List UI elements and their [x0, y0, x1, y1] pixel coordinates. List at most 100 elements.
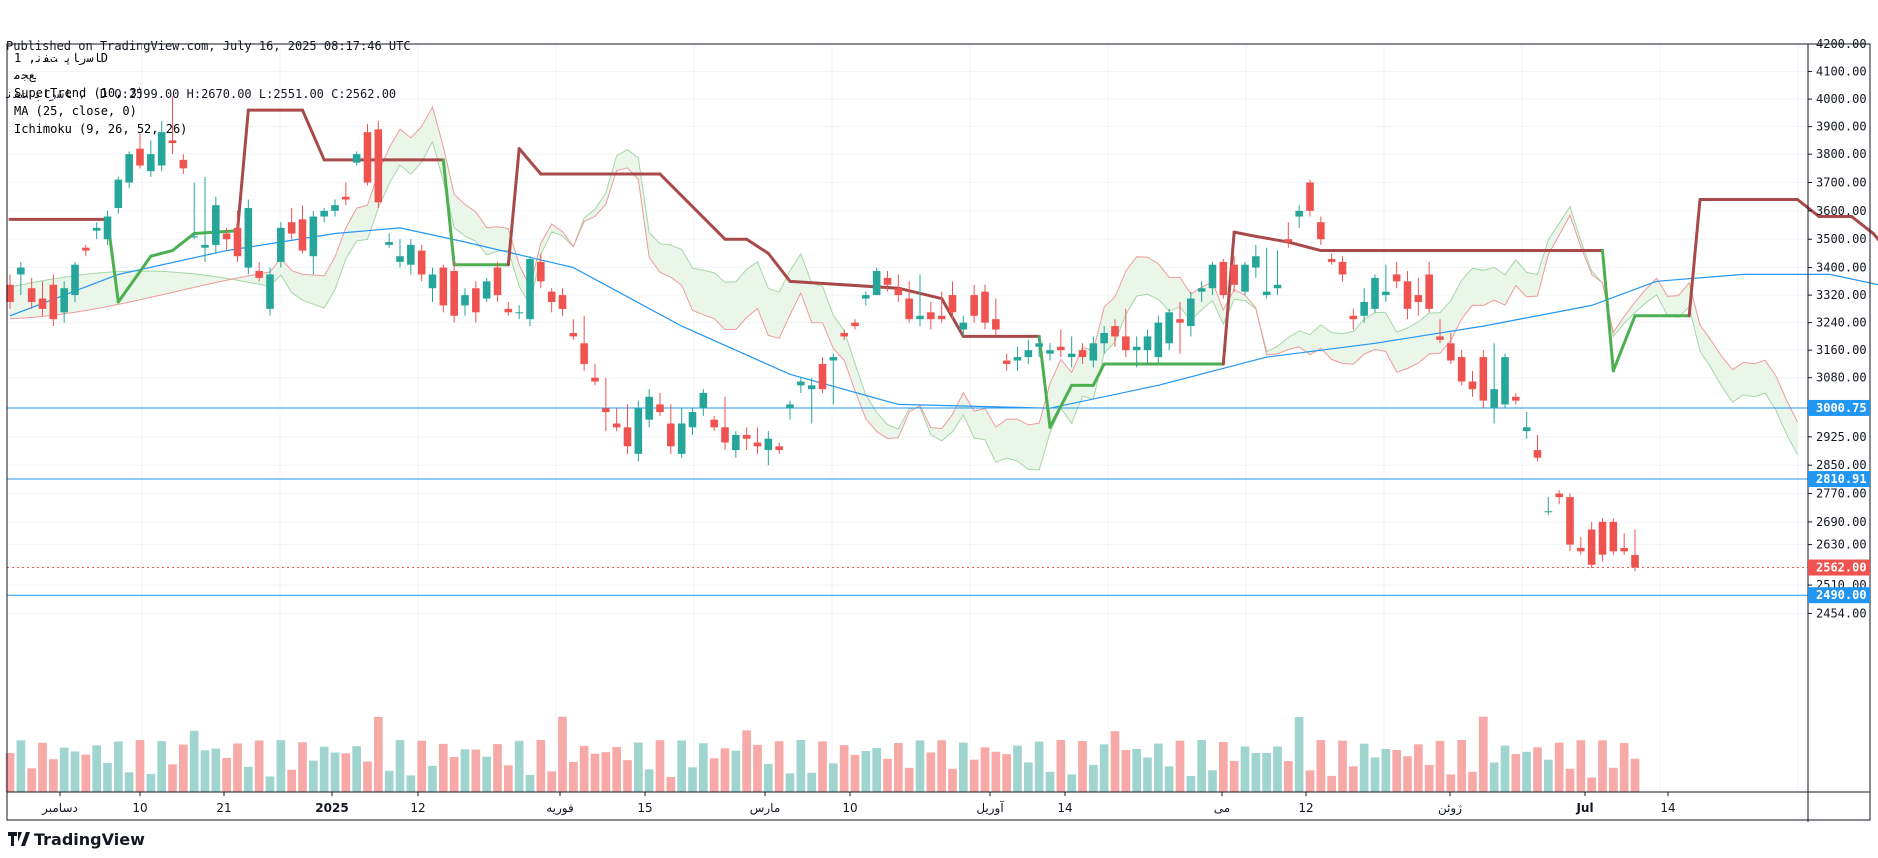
price-tick-label: 3240.00	[1816, 316, 1867, 330]
ma-line	[9, 227, 1878, 409]
volume-bar	[352, 746, 361, 792]
volume-bar	[319, 746, 329, 792]
supertrend-segment	[1221, 230, 1236, 366]
volume-bar	[460, 749, 470, 792]
span-a-line	[9, 140, 1798, 471]
volume-bar	[1056, 740, 1066, 792]
volume-bar	[1338, 740, 1347, 792]
price-badge-label: 2810.91	[1816, 472, 1867, 486]
candle-body	[1360, 301, 1368, 316]
candle-body	[157, 132, 166, 166]
candle-body	[732, 434, 740, 451]
candle-body	[959, 322, 968, 330]
volume-bar	[688, 767, 697, 792]
candle-body	[688, 412, 697, 428]
candle-body	[1230, 264, 1238, 285]
supertrend-segment	[506, 147, 521, 267]
candle-body	[937, 315, 946, 320]
volume-bar	[764, 763, 773, 792]
price-tick-label: 2925.00	[1816, 430, 1867, 444]
volume-bar	[623, 760, 632, 792]
volume-bar	[634, 742, 643, 792]
volume-bar	[1619, 743, 1629, 792]
volume-bar	[157, 741, 166, 792]
candle-body	[580, 343, 588, 364]
ohlc-readout: ﺎﺳﺭﺎﭘ ﺖﻔﻧ , D O:2599.00 H:2670.00 L:2551…	[6, 87, 397, 101]
candle-body	[309, 216, 318, 257]
candle-body	[1577, 547, 1585, 552]
candle-body	[331, 205, 339, 211]
candle-body	[634, 408, 643, 454]
volume-bar	[1468, 771, 1477, 792]
volume-bar	[1370, 757, 1380, 792]
time-tick-label: Jul	[1575, 801, 1593, 815]
tradingview-logo[interactable]: TradingView	[8, 830, 145, 849]
price-badge-label: 3000.75	[1816, 401, 1867, 415]
candle-body	[840, 332, 848, 337]
volume-bar	[233, 743, 242, 792]
legend-ichimoku[interactable]: Ichimoku (9, 26, 52, 26)	[14, 122, 187, 136]
volume-bar	[1154, 743, 1163, 792]
price-tick-label: 3800.00	[1816, 147, 1867, 161]
candle-body	[190, 236, 198, 238]
volume-bar	[1609, 767, 1618, 792]
volume-bar	[49, 759, 58, 792]
price-axis[interactable]: 4200.00 4100.00 4000.00 3900.00 3800.00 3700.…	[1808, 37, 1867, 620]
candle-body	[82, 247, 90, 251]
volume-bar	[1522, 751, 1531, 792]
candle-body	[450, 271, 458, 316]
candle-body	[829, 357, 838, 361]
volume-bar	[1024, 762, 1033, 792]
candle-body	[1078, 350, 1087, 358]
candle-body	[114, 179, 123, 209]
volume-bar	[309, 760, 318, 792]
volume-bar	[38, 742, 47, 792]
price-tick-label: 2630.00	[1816, 538, 1867, 552]
candle-body	[407, 244, 415, 265]
candle-body	[1154, 322, 1163, 358]
candle-body	[103, 216, 112, 240]
volume-bar	[330, 752, 340, 792]
candle-body	[1479, 357, 1488, 401]
volume-bar	[1186, 775, 1196, 792]
volume-bar	[601, 752, 611, 792]
volume-bar	[829, 763, 838, 792]
candle-body	[1241, 264, 1249, 292]
volume-bar	[222, 757, 231, 792]
time-tick-label: مارس	[750, 801, 781, 816]
candle-body	[1208, 264, 1217, 289]
volume-bar	[493, 744, 502, 792]
candle-body	[1382, 291, 1390, 296]
volume-bar	[1392, 749, 1401, 792]
supertrend-segment	[1687, 198, 1702, 318]
candle-body	[233, 227, 242, 257]
volume-bar	[1002, 754, 1011, 792]
volume-bar	[731, 750, 741, 792]
volume-bar	[1219, 742, 1228, 792]
candle-body	[179, 159, 188, 169]
volume-bar	[384, 770, 394, 792]
volume-bar	[569, 761, 578, 792]
volume-bar	[720, 748, 730, 792]
volume-bar	[926, 752, 936, 792]
candle-body	[1392, 274, 1401, 282]
candle-body	[1414, 295, 1423, 302]
time-axis[interactable]: دسامبر 10 21 2025 12 فوریه 15 مارس 10 آوریل 14 می 12…	[41, 792, 1676, 816]
legend-supertrend[interactable]: SuperTrend (10, 3)	[14, 86, 144, 100]
candle-body	[49, 284, 58, 320]
legend-ma[interactable]: MA (25, close, 0)	[14, 104, 137, 118]
candle-body	[1122, 336, 1130, 351]
volume-bar	[872, 747, 881, 792]
ma-path	[9, 227, 1878, 409]
candle-body	[1533, 450, 1542, 458]
candle-body	[547, 291, 556, 302]
candle-body	[1295, 210, 1303, 217]
horizontal-lines	[7, 407, 1808, 596]
candle-body	[1425, 274, 1433, 309]
volume-bar	[861, 751, 871, 792]
volume-bar	[482, 756, 491, 792]
volume-bar	[81, 754, 91, 792]
candle-body	[1555, 493, 1563, 498]
volume-bar	[1565, 768, 1575, 792]
